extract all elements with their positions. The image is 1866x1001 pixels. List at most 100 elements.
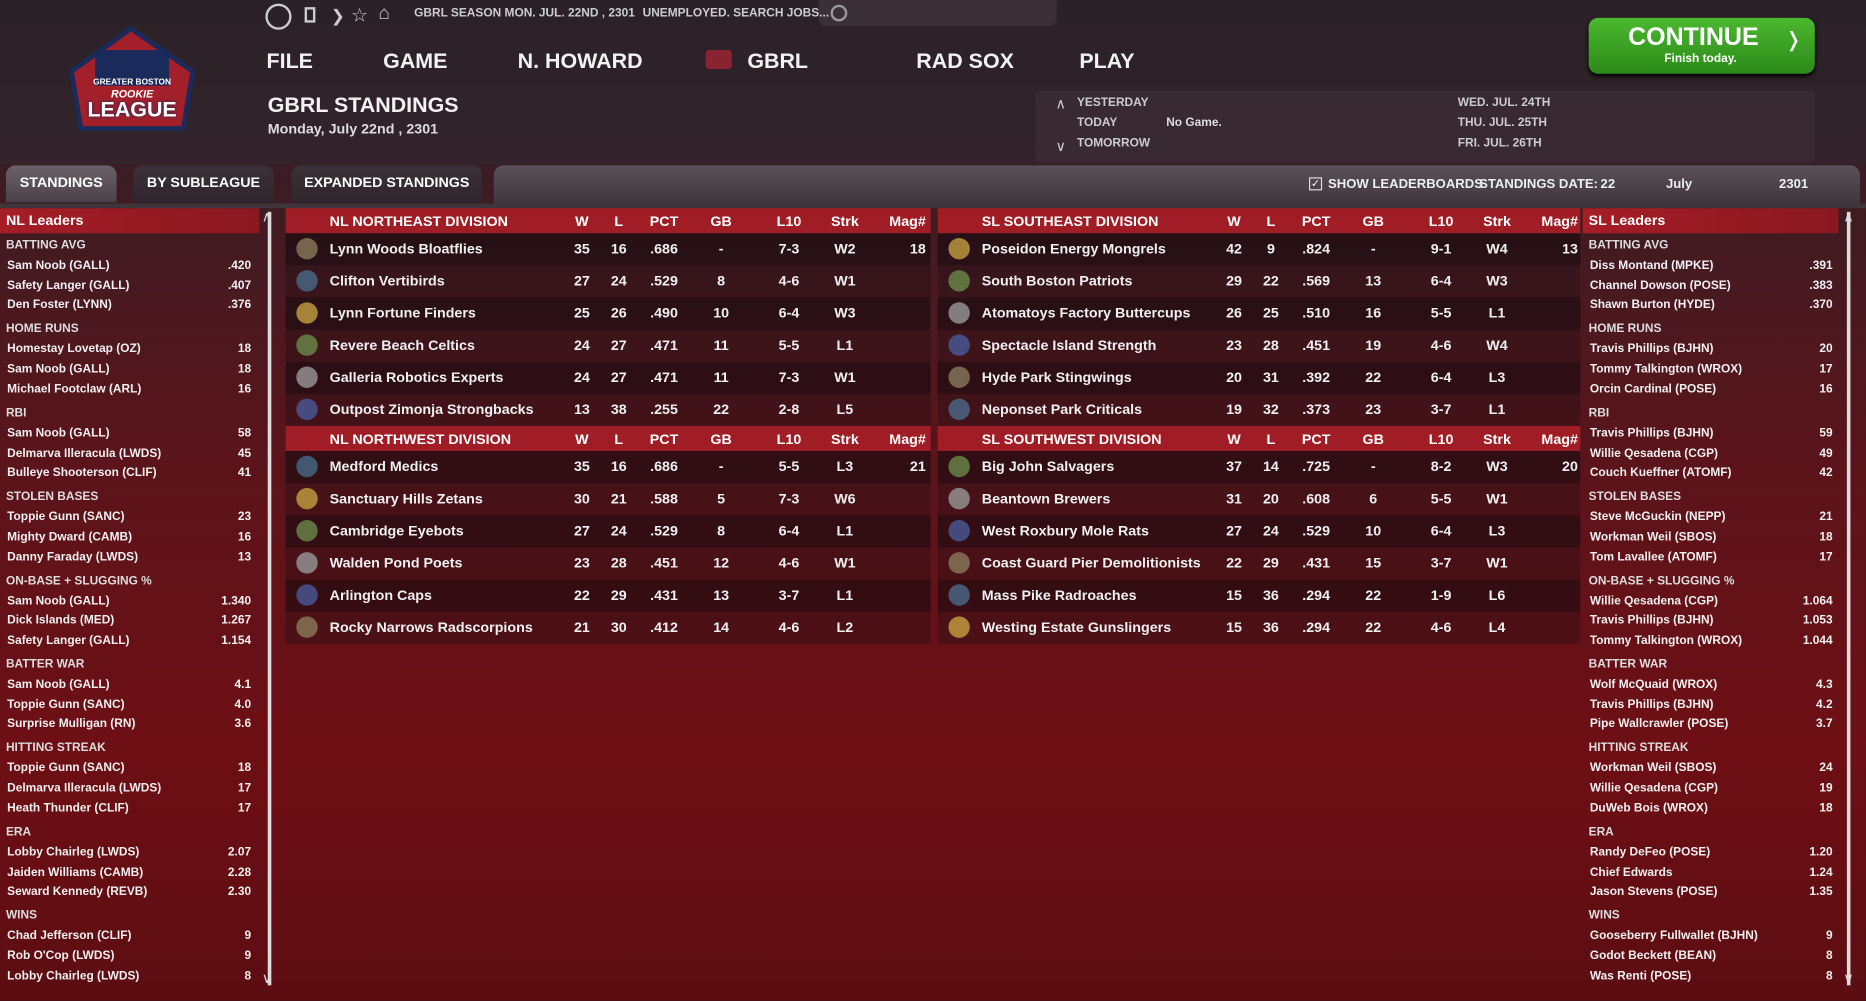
leader-name[interactable]: Godot Beckett (BEAN) — [1589, 949, 1717, 963]
team-row[interactable] — [285, 297, 931, 330]
bookmark-button[interactable] — [304, 7, 316, 23]
team-row[interactable] — [937, 329, 1581, 362]
team-row[interactable] — [937, 579, 1581, 612]
leader-name[interactable]: Sam Noob (GALL) — [7, 259, 110, 273]
team-row[interactable] — [937, 483, 1581, 516]
leader-name[interactable]: Homestay Lovetap (OZ) — [7, 343, 141, 357]
team-name[interactable]: Outpost Zimonja Strongbacks — [329, 401, 534, 418]
scroll-up[interactable]: ∧ — [1843, 208, 1854, 225]
leader-name[interactable]: Rob O'Cop (LWDS) — [7, 949, 115, 963]
home-button[interactable]: ⌂ — [378, 3, 390, 24]
leader-name[interactable]: Safety Langer (GALL) — [7, 634, 130, 648]
leaderboards-checkbox[interactable]: ✓ — [1309, 177, 1323, 191]
team-row[interactable] — [285, 611, 931, 644]
team-name[interactable]: Poseidon Energy Mongrels — [981, 240, 1166, 258]
leader-name[interactable]: Jason Stevens (POSE) — [1589, 885, 1718, 899]
team-row[interactable] — [285, 393, 931, 427]
team-row[interactable] — [285, 265, 931, 298]
standings-day[interactable]: 22 — [1600, 177, 1616, 192]
team-row[interactable] — [937, 451, 1581, 484]
team-row[interactable] — [285, 233, 931, 266]
menu-item[interactable]: FILE — [266, 48, 313, 73]
leader-name[interactable]: Channel Dowson (POSE) — [1589, 279, 1731, 293]
team-name[interactable]: Neponset Park Criticals — [981, 401, 1143, 418]
team-name[interactable]: West Roxbury Mole Rats — [981, 522, 1149, 540]
leader-name[interactable]: Was Renti (POSE) — [1589, 969, 1692, 983]
leader-name[interactable]: Wolf McQuaid (WROX) — [1589, 678, 1718, 692]
team-row[interactable] — [285, 451, 931, 484]
search-box[interactable] — [818, 0, 1057, 27]
team-name[interactable]: Atomatoys Factory Buttercups — [981, 304, 1191, 322]
team-name[interactable]: Galleria Robotics Experts — [329, 368, 504, 386]
tab[interactable]: BY SUBLEAGUE — [133, 165, 274, 203]
team-name[interactable]: Spectacle Island Strength — [981, 336, 1157, 354]
leader-name[interactable]: Steve McGuckin (NEPP) — [1589, 510, 1726, 524]
team-row[interactable] — [937, 265, 1581, 298]
team-row[interactable] — [937, 233, 1581, 266]
leader-name[interactable]: Tommy Talkington (WROX) — [1589, 634, 1743, 648]
leader-name[interactable]: Chad Jefferson (CLIF) — [7, 929, 132, 943]
leader-name[interactable]: Randy DeFeo (POSE) — [1589, 845, 1711, 859]
continue-button[interactable]: CONTINUE Finish today. ❭ — [1588, 17, 1815, 74]
team-name[interactable]: Medford Medics — [329, 458, 439, 475]
leader-name[interactable]: Willie Qesadena (CGP) — [1589, 446, 1719, 460]
team-name[interactable]: Lynn Woods Bloatflies — [329, 240, 483, 258]
leader-name[interactable]: Mighty Dward (CAMB) — [7, 530, 133, 544]
leader-name[interactable]: Toppie Gunn (SANC) — [7, 762, 125, 776]
team-name[interactable]: Mass Pike Radroaches — [981, 586, 1137, 604]
team-row[interactable] — [937, 547, 1581, 580]
leader-name[interactable]: Pipe Wallcrawler (POSE) — [1589, 718, 1729, 732]
leader-name[interactable]: Heath Thunder (CLIF) — [7, 801, 129, 815]
schedule-down[interactable]: ∨ — [1055, 138, 1066, 155]
leader-name[interactable]: Travis Phillips (BJHN) — [1589, 426, 1714, 441]
leader-name[interactable]: Delmarva Illeracula (LWDS) — [7, 781, 162, 796]
team-name[interactable]: Rocky Narrows Radscorpions — [329, 618, 533, 636]
forward-button[interactable]: ❯ — [330, 5, 345, 25]
leader-name[interactable]: Sam Noob (GALL) — [7, 678, 110, 692]
leader-name[interactable]: Orcin Cardinal (POSE) — [1589, 382, 1717, 397]
leader-name[interactable]: Shawn Burton (HYDE) — [1589, 299, 1715, 313]
team-row[interactable] — [285, 547, 931, 580]
team-name[interactable]: Walden Pond Poets — [329, 554, 463, 572]
leader-name[interactable]: Jaiden Williams (CAMB) — [7, 865, 144, 879]
leader-name[interactable]: DuWeb Bois (WROX) — [1589, 801, 1708, 815]
scroll-down[interactable]: ∨ — [1843, 969, 1854, 987]
leader-name[interactable]: Workman Weil (SBOS) — [1589, 762, 1717, 776]
leader-name[interactable]: Delmarva Illeracula (LWDS) — [7, 446, 162, 460]
team-name[interactable]: Westing Estate Gunslingers — [981, 618, 1172, 636]
menu-item[interactable]: RAD SOX — [916, 48, 1014, 73]
leader-name[interactable]: Lobby Chairleg (LWDS) — [7, 969, 140, 983]
team-row[interactable] — [285, 329, 931, 362]
leader-name[interactable]: Gooseberry Fullwallet (BJHN) — [1589, 929, 1758, 943]
leader-name[interactable]: Travis Phillips (BJHN) — [1589, 698, 1714, 712]
leader-name[interactable]: Den Foster (LYNN) — [7, 299, 112, 313]
star-button[interactable]: ☆ — [351, 5, 369, 27]
team-row[interactable] — [937, 393, 1581, 427]
standings-month[interactable]: July — [1666, 177, 1693, 192]
team-name[interactable]: Arlington Caps — [329, 586, 432, 604]
team-name[interactable]: Clifton Vertibirds — [329, 272, 445, 290]
team-row[interactable] — [937, 297, 1581, 330]
team-row[interactable] — [285, 483, 931, 516]
leader-name[interactable]: Michael Footclaw (ARL) — [7, 382, 142, 397]
team-row[interactable] — [937, 361, 1581, 394]
scroll-down[interactable]: ∨ — [261, 969, 273, 987]
leader-name[interactable]: Couch Kueffner (ATOMF) — [1589, 466, 1732, 480]
leader-name[interactable]: Diss Montand (MPKE) — [1589, 259, 1714, 273]
leader-name[interactable]: Sam Noob (GALL) — [7, 363, 110, 377]
leader-name[interactable]: Safety Langer (GALL) — [7, 279, 130, 293]
leader-name[interactable]: Travis Phillips (BJHN) — [1589, 614, 1714, 628]
tab[interactable]: STANDINGS — [5, 165, 117, 203]
leader-name[interactable]: Dick Islands (MED) — [7, 614, 115, 628]
team-name[interactable]: Revere Beach Celtics — [329, 336, 475, 354]
team-row[interactable] — [285, 579, 931, 612]
leader-name[interactable]: Chief Edwards — [1589, 865, 1673, 879]
team-name[interactable]: Sanctuary Hills Zetans — [329, 490, 483, 507]
tab[interactable]: EXPANDED STANDINGS — [291, 165, 482, 203]
leader-name[interactable]: Travis Phillips (BJHN) — [1589, 343, 1714, 357]
leader-name[interactable]: Danny Faraday (LWDS) — [7, 550, 139, 564]
menu-item[interactable]: GBRL — [747, 48, 809, 73]
right-scrollbar[interactable] — [1846, 211, 1851, 986]
leader-name[interactable]: Sam Noob (GALL) — [7, 594, 110, 608]
leader-name[interactable]: Tommy Talkington (WROX) — [1589, 363, 1743, 377]
